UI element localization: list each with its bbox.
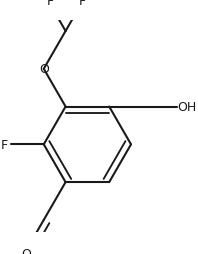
Text: O: O — [21, 247, 31, 254]
Text: F: F — [1, 138, 8, 151]
Text: F: F — [78, 0, 86, 7]
Text: O: O — [39, 63, 49, 76]
Text: OH: OH — [177, 101, 196, 114]
Text: F: F — [47, 0, 54, 7]
